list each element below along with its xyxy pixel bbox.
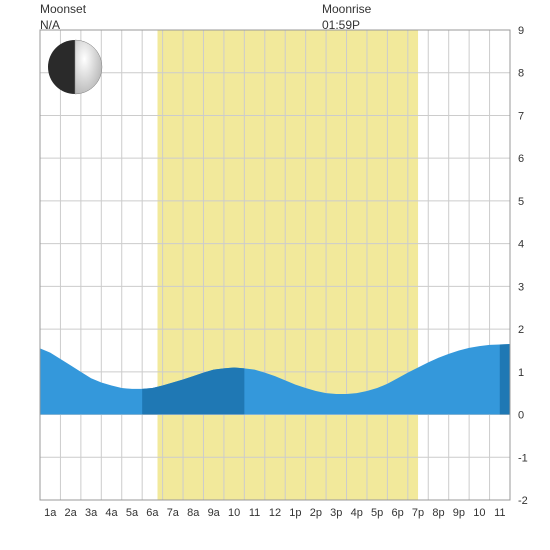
x-tick-label: 5a [126,507,139,519]
x-tick-label: 7a [167,507,180,519]
y-tick-label: 8 [518,68,524,80]
x-tick-label: 10 [228,507,240,519]
y-tick-label: -1 [518,452,528,464]
y-tick-label: 5 [518,196,524,208]
y-tick-label: 3 [518,281,524,293]
y-tick-label: 2 [518,324,524,336]
y-tick-label: 6 [518,153,524,165]
x-tick-label: 1a [44,507,57,519]
x-tick-label: 4p [351,507,363,519]
x-tick-label: 10 [473,507,485,519]
x-tick-label: 3a [85,507,98,519]
tide-chart: -2-101234567891a2a3a4a5a6a7a8a9a1011121p… [0,0,550,550]
x-tick-label: 6a [146,507,159,519]
y-tick-label: -2 [518,495,528,507]
x-tick-label: 7p [412,507,424,519]
moonset-label: MoonsetN/A [40,2,86,33]
x-tick-label: 12 [269,507,281,519]
x-tick-label: 9p [453,507,465,519]
x-tick-label: 6p [391,507,403,519]
x-tick-label: 1p [289,507,301,519]
x-tick-label: 11 [494,507,505,519]
tide-area-dark [500,344,510,415]
x-tick-label: 4a [105,507,118,519]
x-tick-label: 11 [249,507,260,519]
x-tick-label: 9a [208,507,221,519]
moonrise-label: Moonrise01:59P [322,2,371,33]
y-tick-label: 0 [518,410,524,422]
daylight-band [158,30,419,500]
x-tick-label: 8a [187,507,200,519]
y-tick-label: 1 [518,367,524,379]
x-tick-label: 2p [310,507,322,519]
y-tick-label: 7 [518,110,524,122]
y-tick-label: 4 [518,239,524,251]
x-tick-label: 5p [371,507,383,519]
x-tick-label: 3p [330,507,342,519]
moon-lit-half [75,40,102,94]
x-tick-label: 8p [432,507,444,519]
x-tick-label: 2a [65,507,78,519]
y-tick-label: 9 [518,25,524,37]
